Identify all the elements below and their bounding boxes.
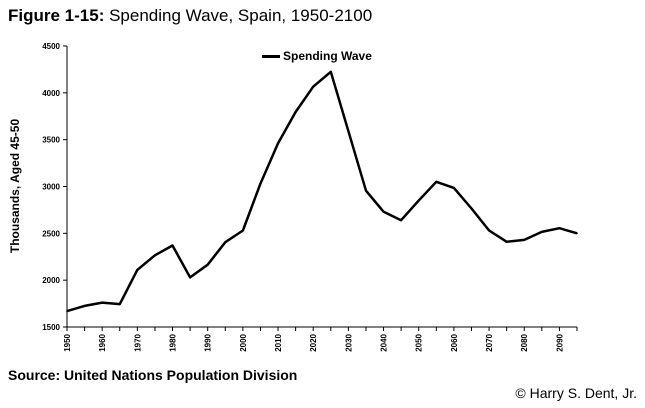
- data-point: [171, 244, 174, 247]
- figure-title: Figure 1-15: Spending Wave, Spain, 1950-…: [8, 6, 372, 26]
- data-point: [259, 182, 262, 185]
- data-point: [417, 199, 420, 202]
- x-tick-label: 2080: [520, 333, 529, 351]
- y-tick-label: 4500: [42, 42, 60, 51]
- data-point: [83, 305, 86, 307]
- data-point: [136, 269, 139, 271]
- data-point: [189, 276, 191, 279]
- data-point: [558, 227, 561, 229]
- series-line-spending-wave: [66, 70, 578, 313]
- x-tick-label: 2090: [555, 333, 564, 351]
- x-tick-label: 2040: [380, 333, 389, 351]
- x-tick-label: 1990: [204, 333, 213, 351]
- y-tick-label: 4000: [42, 89, 60, 98]
- data-point: [488, 229, 490, 232]
- data-point: [347, 130, 350, 133]
- y-axis-label: Thousands, Aged 45-50: [8, 119, 22, 254]
- x-tick-label: 2060: [450, 333, 459, 351]
- data-point: [118, 303, 121, 305]
- data-point: [224, 241, 227, 244]
- data-point: [523, 239, 526, 241]
- legend-swatch: [262, 54, 280, 58]
- x-tick-label: 1980: [169, 333, 178, 351]
- y-tick-label: 2500: [42, 229, 60, 238]
- data-point: [435, 181, 438, 183]
- y-tick-label: 1500: [42, 323, 60, 332]
- y-tick-label: 3000: [42, 183, 60, 192]
- data-point: [66, 310, 68, 312]
- copyright-note: © Harry S. Dent, Jr.: [515, 385, 637, 401]
- x-tick-label: 2010: [274, 333, 283, 351]
- data-point: [576, 232, 578, 235]
- data-point: [505, 240, 508, 243]
- x-tick-label: 2030: [344, 333, 353, 351]
- data-point: [365, 189, 367, 192]
- y-tick-label: 2000: [42, 276, 60, 285]
- data-point: [541, 231, 543, 233]
- x-tick-label: 1970: [133, 333, 142, 351]
- data-point: [470, 207, 473, 210]
- x-tick-label: 2070: [485, 333, 494, 351]
- figure-title-text: Spending Wave, Spain, 1950-2100: [109, 6, 373, 25]
- x-tick-label: 2050: [415, 333, 424, 351]
- data-point: [382, 210, 385, 213]
- data-point: [277, 142, 279, 145]
- data-point: [329, 70, 332, 73]
- x-tick-label: 2020: [309, 333, 318, 351]
- data-point: [154, 254, 156, 257]
- y-tick-label: 3500: [42, 136, 60, 145]
- data-point: [242, 229, 244, 232]
- figure-label: Figure 1-15:: [8, 6, 105, 25]
- data-point: [312, 85, 315, 88]
- data-point: [294, 111, 297, 113]
- x-tick-label: 1950: [63, 333, 72, 351]
- data-point: [400, 219, 402, 222]
- data-point: [453, 187, 455, 189]
- legend: Spending Wave: [262, 49, 372, 63]
- x-tick-label: 2000: [239, 333, 248, 351]
- legend-label: Spending Wave: [283, 49, 372, 63]
- source-note: Source: United Nations Population Divisi…: [8, 367, 298, 383]
- data-point: [206, 263, 209, 266]
- x-tick-label: 1960: [98, 333, 107, 351]
- data-point: [101, 301, 103, 304]
